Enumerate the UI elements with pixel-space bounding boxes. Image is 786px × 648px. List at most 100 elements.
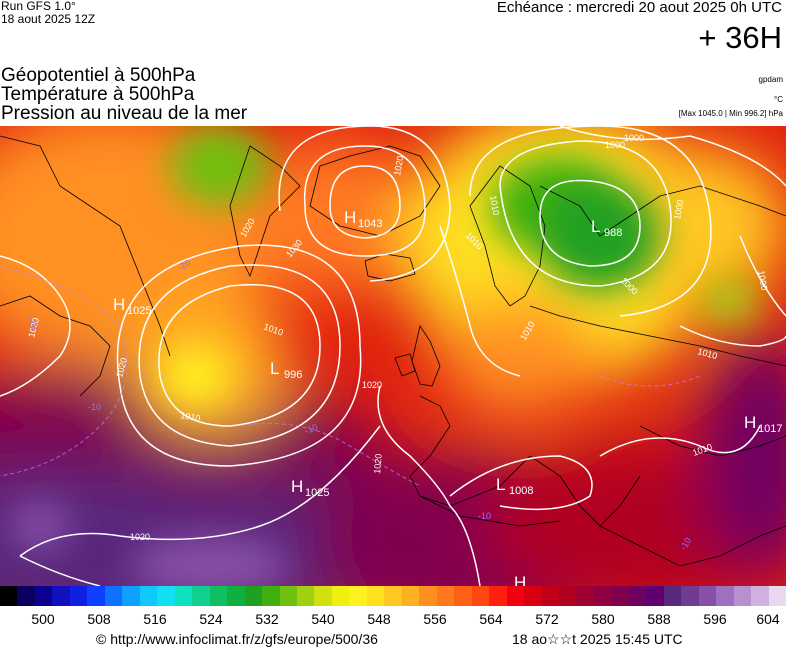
pressure-center-value: 988 bbox=[604, 227, 622, 239]
pressure-range: [Max 1045.0 | Min 996.2] hPa bbox=[678, 109, 783, 118]
forecast-map[interactable]: H 1025 H 1043 L 996 L 988 H 1025 L 1008 … bbox=[0, 126, 786, 586]
scale-tick: 588 bbox=[647, 611, 671, 627]
scale-swatch bbox=[174, 586, 193, 606]
scale-swatch bbox=[279, 586, 297, 606]
scale-swatch bbox=[157, 586, 175, 606]
scale-swatch bbox=[663, 586, 682, 606]
scale-swatch bbox=[454, 586, 472, 606]
isobar-label: 1020 bbox=[130, 532, 150, 542]
pressure-centers: H 1025 H 1043 L 996 L 988 H 1025 L 1008 … bbox=[113, 208, 782, 586]
scale-swatch bbox=[541, 586, 559, 606]
scale-swatch bbox=[192, 586, 210, 606]
isobar-label: 1010 bbox=[488, 195, 501, 216]
scale-swatch bbox=[436, 586, 455, 606]
scale-swatch bbox=[471, 586, 490, 606]
scale-swatch bbox=[366, 586, 385, 606]
color-scale bbox=[0, 586, 786, 606]
legend-pressure: Pression au niveau de la mer bbox=[1, 103, 248, 124]
unit-gpdam: gpdam bbox=[758, 75, 783, 84]
scale-tick: 524 bbox=[199, 611, 223, 627]
source-link[interactable]: © http://www.infoclimat.fr/z/gfs/europe/… bbox=[96, 631, 378, 647]
scale-swatch bbox=[681, 586, 699, 606]
scale-tick: 500 bbox=[31, 611, 55, 627]
isobar-label: 1020 bbox=[362, 380, 382, 390]
cold-pools bbox=[10, 126, 758, 586]
scale-swatch bbox=[227, 586, 245, 606]
scale-swatch bbox=[506, 586, 525, 606]
scale-swatch bbox=[419, 586, 437, 606]
scale-swatch bbox=[122, 586, 140, 606]
scale-swatch bbox=[52, 586, 70, 606]
isobar-label: 1000 bbox=[605, 140, 625, 150]
scale-swatch bbox=[331, 586, 350, 606]
scale-swatch bbox=[262, 586, 280, 606]
scale-swatch bbox=[524, 586, 542, 606]
isobar-label: 1020 bbox=[392, 155, 405, 176]
pressure-center-symbol: L bbox=[496, 475, 505, 494]
pressure-center-symbol: L bbox=[591, 217, 600, 236]
pressure-center-symbol: L bbox=[270, 359, 279, 378]
scale-swatch bbox=[69, 586, 88, 606]
scale-swatch bbox=[559, 586, 577, 606]
legend-geopotential: Géopotentiel à 500hPa bbox=[1, 65, 196, 86]
scale-swatch bbox=[296, 586, 315, 606]
isotherm-labels: -20 -10 -10 -10 -10 -10 bbox=[26, 258, 693, 552]
scale-swatch bbox=[576, 586, 594, 606]
scale-swatch bbox=[733, 586, 752, 606]
pressure-center-symbol: H bbox=[344, 208, 356, 227]
pressure-center-symbol: H bbox=[744, 413, 756, 432]
scale-swatch bbox=[489, 586, 507, 606]
generated-time: 18 ao☆☆t 2025 15:45 UTC bbox=[512, 631, 683, 647]
scale-tick: 564 bbox=[479, 611, 503, 627]
pressure-center-symbol: H bbox=[291, 477, 303, 496]
scale-swatch bbox=[87, 586, 105, 606]
scale-swatch bbox=[646, 586, 664, 606]
isotherm-label: -10 bbox=[26, 315, 40, 331]
scale-tick: 580 bbox=[591, 611, 615, 627]
scale-swatch bbox=[768, 586, 786, 606]
scale-swatch bbox=[104, 586, 123, 606]
scale-swatch bbox=[751, 586, 769, 606]
scale-swatch bbox=[34, 586, 53, 606]
pressure-center-value: 1025 bbox=[305, 487, 329, 499]
scale-tick: 548 bbox=[367, 611, 391, 627]
scale-swatch bbox=[593, 586, 612, 606]
isotherm-label: -10 bbox=[303, 422, 319, 436]
pressure-center-value: 1025 bbox=[127, 305, 151, 317]
pressure-center-symbol: H bbox=[514, 573, 526, 586]
forecast-valid-time: Echéance : mercredi 20 aout 2025 0h UTC bbox=[496, 0, 782, 16]
run-date: 18 aout 2025 12Z bbox=[1, 12, 96, 26]
isobar-label: 1000 bbox=[672, 199, 685, 220]
isobar-label: 1020 bbox=[372, 453, 384, 474]
isobar-label: 1000 bbox=[756, 270, 769, 291]
scale-swatch bbox=[384, 586, 402, 606]
scale-swatch bbox=[628, 586, 647, 606]
pressure-center-value: 1008 bbox=[509, 485, 533, 497]
isobar-label: 1010 bbox=[180, 410, 201, 423]
scale-swatch bbox=[401, 586, 420, 606]
pressure-center-value: 996 bbox=[284, 369, 302, 381]
scale-tick: 540 bbox=[311, 611, 335, 627]
run-label: Run GFS 1.0° bbox=[1, 0, 76, 13]
pressure-center-symbol: H bbox=[113, 295, 125, 314]
unit-celsius: °C bbox=[774, 95, 783, 104]
scale-tick: 596 bbox=[703, 611, 727, 627]
isotherm-label: -10 bbox=[88, 402, 101, 412]
scale-swatch bbox=[209, 586, 228, 606]
scale-swatch bbox=[611, 586, 629, 606]
lead-time: + 36H bbox=[698, 20, 782, 55]
isotherms bbox=[0, 265, 701, 487]
scale-swatch bbox=[0, 586, 18, 606]
scale-swatch bbox=[314, 586, 332, 606]
pressure-center-value: 1017 bbox=[758, 423, 782, 435]
scale-swatch bbox=[698, 586, 717, 606]
pressure-center-value: 1043 bbox=[358, 218, 382, 230]
scale-tick: 508 bbox=[87, 611, 111, 627]
scale-tick: 532 bbox=[255, 611, 279, 627]
scale-swatch bbox=[139, 586, 158, 606]
scale-tick: 556 bbox=[423, 611, 447, 627]
forecast-map-svg: H 1025 H 1043 L 996 L 988 H 1025 L 1008 … bbox=[0, 126, 786, 586]
scale-tick: 516 bbox=[143, 611, 167, 627]
scale-tick: 572 bbox=[535, 611, 559, 627]
scale-tick: 604 bbox=[756, 611, 780, 627]
